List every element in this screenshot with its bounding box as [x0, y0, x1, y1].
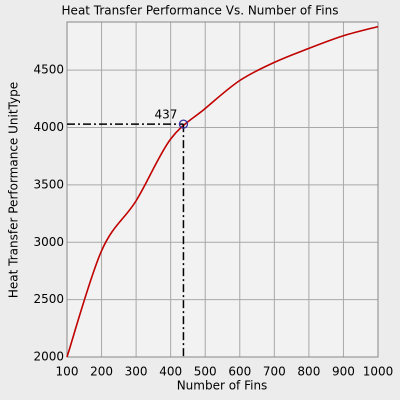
y-tick-label: 4500 [33, 63, 64, 77]
plot-area [67, 22, 378, 357]
x-tick-label: 600 [228, 365, 251, 379]
x-tick-label: 900 [332, 365, 355, 379]
x-tick-label: 100 [56, 365, 79, 379]
marker-label: 437 [155, 108, 178, 122]
y-tick-label: 2000 [33, 350, 64, 364]
x-axis-label: Number of Fins [177, 379, 268, 393]
x-tick-label: 700 [263, 365, 286, 379]
plot-frame [66, 21, 379, 358]
y-axis-label: Heat Transfer Performance UnitType [7, 82, 21, 298]
x-tick-label: 1000 [363, 365, 394, 379]
y-tick-label: 3000 [33, 235, 64, 249]
x-tick-label: 400 [159, 365, 182, 379]
marker-point [178, 119, 189, 129]
x-tick-label: 500 [194, 365, 217, 379]
y-tick-label: 3500 [33, 177, 64, 191]
y-tick-label: 2500 [33, 292, 64, 306]
y-tick-label: 4000 [33, 120, 64, 134]
x-tick-label: 200 [90, 365, 113, 379]
x-tick-label: 300 [125, 365, 148, 379]
chart-title: Heat Transfer Performance Vs. Number of … [62, 4, 339, 18]
x-tick-label: 800 [297, 365, 320, 379]
data-line [66, 25, 379, 358]
